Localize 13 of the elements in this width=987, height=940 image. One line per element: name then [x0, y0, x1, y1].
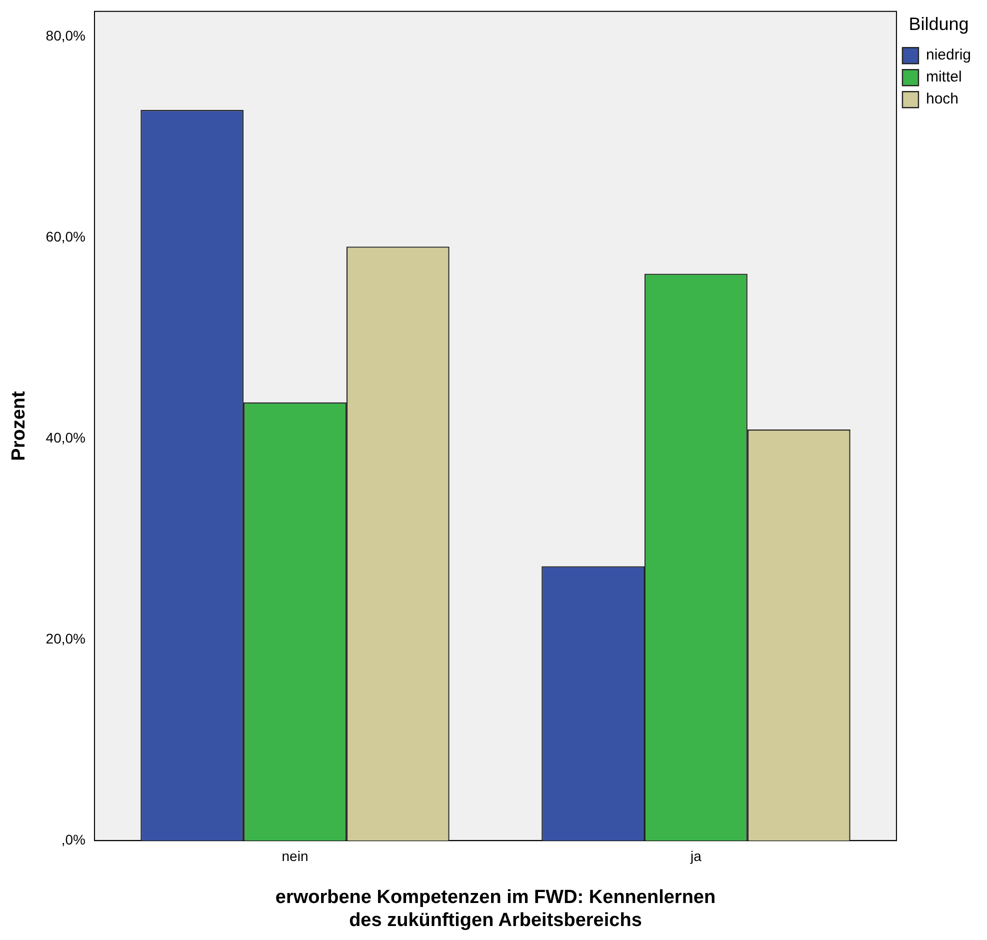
y-tick-label: ,0% — [61, 831, 86, 848]
y-axis-title: Prozent — [8, 390, 30, 461]
x-axis-title: erworbene Kompetenzen im FWD: Kennenlernen des zukünftigen Arbeitsbereichs — [275, 887, 716, 931]
y-tick-label: 40,0% — [46, 429, 86, 446]
y-tick-label: 60,0% — [46, 228, 86, 244]
y-tick-label: 80,0% — [46, 27, 86, 44]
legend-title: Bildung — [908, 14, 969, 34]
y-tick-label: 20,0% — [46, 630, 86, 646]
x-tick-label: nein — [282, 848, 308, 864]
legend-label: niedrig — [926, 46, 971, 64]
x-tick-label: ja — [690, 848, 702, 864]
legend-label: hoch — [926, 90, 958, 108]
legend-label: mittel — [926, 68, 962, 86]
